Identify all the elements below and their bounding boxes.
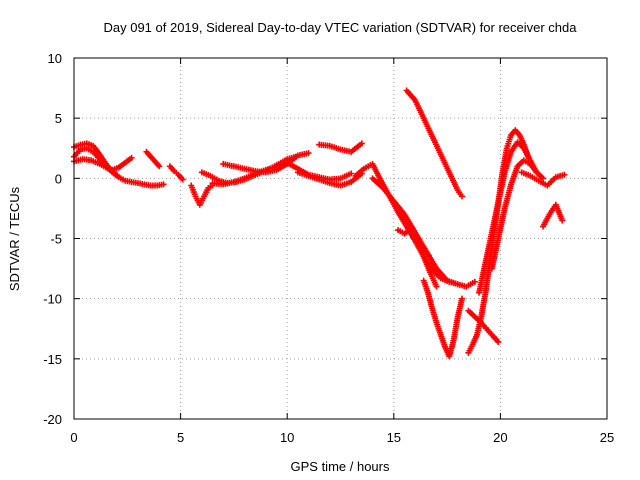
- data-point: [179, 176, 186, 183]
- y-tick-label: -5: [50, 232, 62, 247]
- data-point: [358, 140, 365, 147]
- data-point: [128, 154, 135, 161]
- axis-ticks: 0 5 10 15 20 25 -20 -15 -10 -5 0 5 10: [43, 51, 614, 445]
- data-point: [559, 217, 566, 224]
- data-point: [160, 181, 167, 188]
- data-series: [395, 225, 440, 290]
- x-tick-label: 5: [177, 430, 184, 445]
- x-tick-label: 0: [70, 430, 77, 445]
- y-tick-label: -10: [43, 292, 62, 307]
- data-points: [71, 87, 568, 360]
- data-series: [488, 157, 540, 272]
- data-point: [459, 295, 466, 302]
- y-tick-label: 10: [48, 51, 62, 66]
- data-point: [471, 278, 478, 285]
- data-point: [156, 163, 163, 170]
- data-series: [294, 169, 365, 189]
- data-series: [220, 150, 312, 176]
- grid-lines: [74, 58, 607, 419]
- data-series: [465, 307, 502, 345]
- data-point: [113, 171, 120, 178]
- data-series: [316, 140, 365, 155]
- x-tick-label: 25: [600, 430, 614, 445]
- x-tick-label: 15: [387, 430, 401, 445]
- data-series: [403, 87, 466, 200]
- data-point: [433, 283, 440, 290]
- data-point: [495, 338, 502, 345]
- y-axis-label: SDTVAR / TECUs: [7, 186, 22, 291]
- data-series: [518, 169, 568, 189]
- data-series: [188, 182, 216, 208]
- y-tick-label: 0: [55, 171, 62, 186]
- data-point: [348, 170, 355, 177]
- data-point: [305, 150, 312, 157]
- data-series: [143, 148, 163, 170]
- y-tick-label: 5: [55, 111, 62, 126]
- x-tick-label: 10: [280, 430, 294, 445]
- x-axis-label: GPS time / hours: [291, 459, 390, 474]
- data-series: [166, 163, 186, 183]
- data-point: [459, 193, 466, 200]
- y-tick-label: -15: [43, 352, 62, 367]
- data-point: [454, 281, 461, 288]
- data-point: [561, 171, 568, 178]
- data-series: [369, 175, 461, 288]
- data-series: [540, 201, 566, 230]
- x-tick-label: 20: [493, 430, 507, 445]
- data-series: [420, 277, 466, 360]
- chart-title: Day 091 of 2019, Sidereal Day-to-day VTE…: [103, 20, 577, 35]
- data-point: [533, 169, 540, 176]
- y-tick-label: -20: [43, 412, 62, 427]
- data-series: [71, 156, 120, 178]
